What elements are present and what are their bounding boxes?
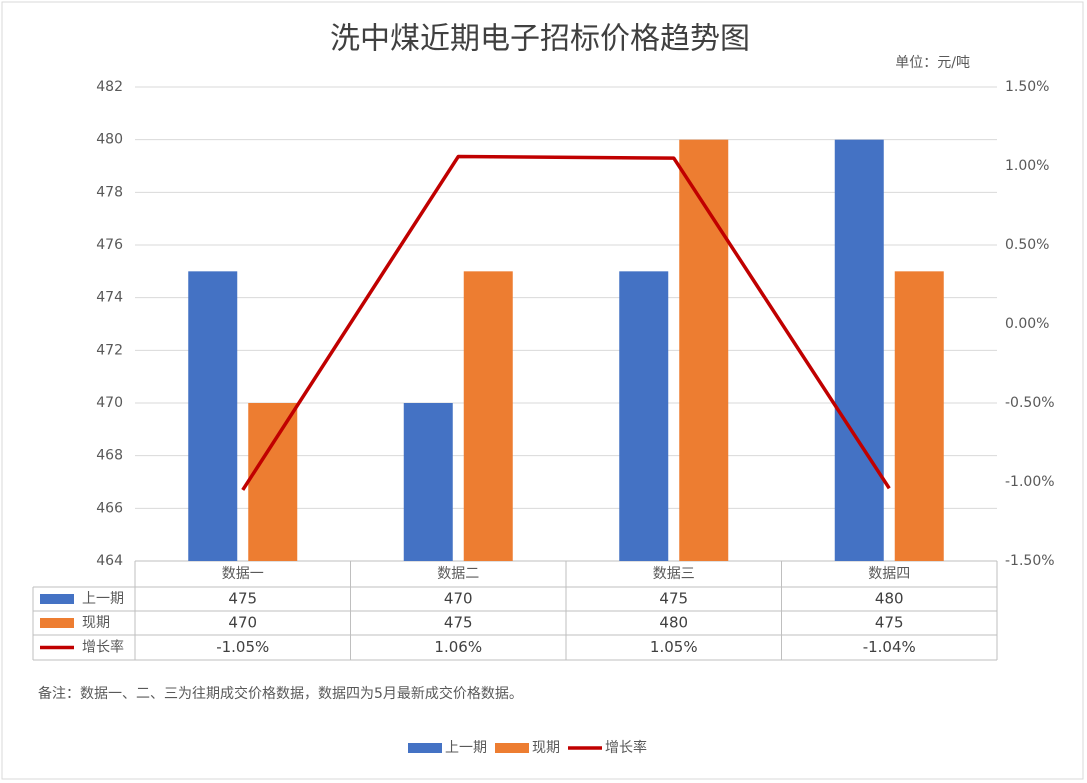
y2-tick-label: 1.50% (1005, 79, 1049, 95)
bar (248, 403, 298, 561)
legend-label: 上一期 (445, 740, 487, 756)
table-cell: 470 (228, 614, 257, 632)
y-tick-label: 470 (96, 395, 123, 411)
table-cell: -1.05% (216, 638, 269, 656)
bar (188, 271, 238, 561)
table-cell: 475 (875, 614, 904, 632)
table-cell: 470 (444, 590, 473, 608)
table-cell: 475 (444, 614, 473, 632)
y-tick-label: 466 (96, 500, 123, 516)
table-cell: 475 (659, 590, 688, 608)
legend-key (40, 618, 74, 628)
bar (463, 271, 513, 561)
y-tick-label: 464 (96, 553, 123, 569)
y2-tick-label: -1.50% (1005, 553, 1055, 569)
table-row-label: 上一期 (82, 591, 124, 607)
y-tick-label: 478 (96, 184, 123, 200)
table-row-label: 增长率 (82, 639, 124, 656)
table-cell: 480 (659, 614, 688, 632)
legend-key (40, 594, 74, 604)
note: 备注：数据一、二、三为往期成交价格数据，数据四为5月最新成交价格数据。 (38, 685, 523, 702)
y-tick-label: 468 (96, 448, 123, 464)
y2-tick-label: 0.00% (1005, 316, 1049, 332)
chart-title: 洗中煤近期电子招标价格趋势图 (330, 22, 750, 57)
x-tick-label: 数据一 (222, 566, 264, 582)
y2-tick-label: -0.50% (1005, 395, 1055, 411)
legend-label: 现期 (532, 740, 560, 756)
bar (894, 271, 944, 561)
bar (679, 139, 729, 561)
table-cell: 1.05% (650, 638, 698, 656)
legend-key (495, 743, 529, 753)
y2-tick-label: 1.00% (1005, 158, 1049, 174)
y-tick-label: 482 (96, 79, 123, 95)
table-cell: -1.04% (863, 638, 916, 656)
table-row-label: 现期 (82, 615, 110, 631)
legend-key (408, 743, 442, 753)
y-tick-label: 476 (96, 237, 123, 253)
table-cell: 480 (875, 590, 904, 608)
unit-label: 单位：元/吨 (895, 55, 970, 71)
legend-label: 增长率 (605, 739, 647, 756)
x-tick-label: 数据三 (653, 566, 695, 582)
x-tick-label: 数据四 (868, 566, 910, 582)
line (241, 154, 891, 491)
table-cell: 475 (228, 590, 257, 608)
x-tick-label: 数据二 (437, 566, 479, 582)
y-tick-label: 474 (96, 290, 123, 306)
bar (619, 271, 669, 561)
y2-tick-label: -1.00% (1005, 474, 1055, 490)
y2-tick-label: 0.50% (1005, 237, 1049, 253)
bar (403, 403, 453, 561)
y-tick-label: 480 (96, 132, 123, 148)
y-tick-label: 472 (96, 342, 123, 358)
bar (834, 139, 884, 561)
table-cell: 1.06% (434, 638, 482, 656)
